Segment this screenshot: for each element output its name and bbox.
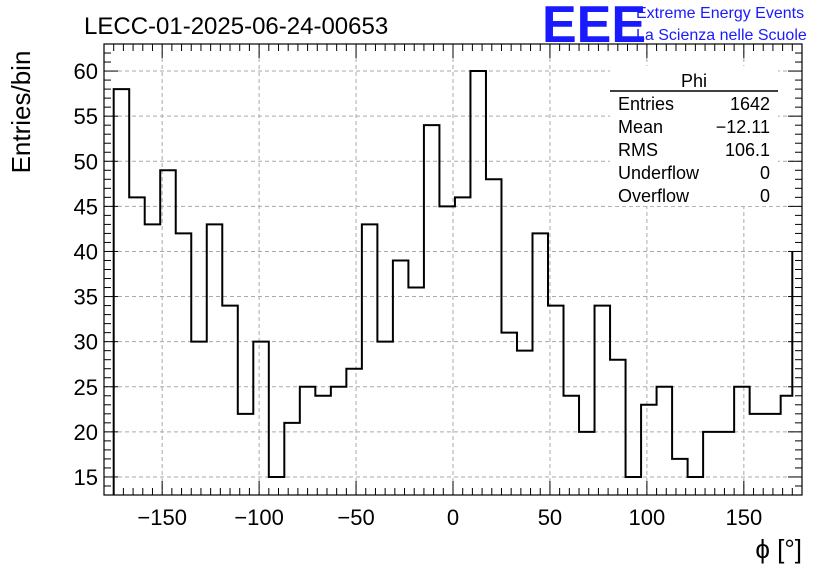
histogram-bin	[315, 396, 331, 495]
x-tick-label: 0	[447, 505, 459, 530]
stats-box: Phi Entries 1642 Mean −12.11 RMS 106.1 U…	[610, 66, 778, 206]
histogram-bin	[284, 423, 300, 495]
stats-box-background	[610, 66, 778, 206]
eee-logo-line2: La Scienza nelle Scuole	[636, 27, 807, 44]
stats-label-underflow: Underflow	[618, 163, 700, 183]
y-axis-title: Entries/bin	[6, 51, 36, 174]
x-tick-label: −150	[137, 505, 187, 530]
histogram-bin	[253, 342, 269, 495]
histogram-bin	[222, 306, 238, 495]
histogram-outline	[112, 70, 794, 495]
stats-value-underflow: 0	[760, 163, 770, 183]
histogram-bin	[145, 224, 161, 495]
stats-label-rms: RMS	[618, 140, 658, 160]
eee-logo-mark: EEE	[542, 0, 646, 54]
stats-value-rms: 106.1	[725, 140, 770, 160]
x-tick-label: 100	[629, 505, 666, 530]
y-tick-label: 50	[74, 149, 98, 174]
y-tick-label: 45	[74, 194, 98, 219]
histogram-bin	[114, 89, 130, 495]
y-tick-label: 35	[74, 285, 98, 310]
stats-label-mean: Mean	[618, 117, 663, 137]
stats-value-overflow: 0	[760, 186, 770, 206]
histogram-bin	[781, 396, 793, 495]
histogram-bin	[734, 387, 750, 495]
y-tick-label: 55	[74, 104, 98, 129]
histogram-bin	[439, 206, 455, 495]
histogram-bin	[548, 306, 564, 495]
x-axis-title: ϕ [°]	[755, 534, 802, 564]
tick-label-layer: −150 −100 −50 0 50 100 150 15 20 25 30 35 40 45 50 55 60	[74, 59, 763, 530]
histogram-bin	[703, 432, 719, 495]
histogram-bin	[176, 233, 192, 495]
histogram-bin	[129, 197, 145, 495]
chart-title: LECC-01-2025-06-24-00653	[84, 13, 388, 40]
histogram-bin	[393, 260, 409, 495]
y-tick-label: 30	[74, 330, 98, 355]
stats-label-overflow: Overflow	[618, 186, 690, 206]
eee-logo: EEE Extreme Energy Events La Scienza nel…	[542, 0, 807, 54]
histogram-bin	[470, 71, 486, 495]
tick-layer	[104, 44, 802, 495]
histogram-bin	[610, 360, 626, 495]
x-tick-label: 150	[725, 505, 762, 530]
stats-value-entries: 1642	[730, 94, 770, 114]
stats-value-mean: −12.11	[716, 117, 770, 137]
x-tick-label: 50	[538, 505, 562, 530]
histogram-bin	[207, 224, 223, 495]
histogram-bin	[377, 342, 393, 495]
histogram-bin	[362, 224, 378, 495]
histogram-bin	[160, 170, 176, 495]
histogram-bin	[641, 405, 657, 495]
y-tick-label: 20	[74, 420, 98, 445]
y-tick-label: 60	[74, 59, 98, 84]
y-tick-label: 15	[74, 465, 98, 490]
stats-box-title: Phi	[681, 71, 707, 91]
histogram-bin	[455, 197, 471, 495]
histogram-bin	[408, 288, 424, 495]
histogram-bin	[424, 125, 440, 495]
histogram-bin	[719, 432, 735, 495]
histogram-bin	[532, 233, 548, 495]
histogram-bin	[750, 414, 766, 495]
y-tick-label: 40	[74, 239, 98, 264]
histogram-layer	[112, 70, 794, 495]
histogram-bin	[486, 179, 502, 495]
histogram-bin	[331, 387, 347, 495]
histogram-bin	[517, 351, 533, 495]
histogram-bin	[765, 414, 781, 495]
histogram-bin	[579, 432, 595, 495]
y-tick-label: 25	[74, 375, 98, 400]
histogram-bin	[300, 387, 316, 495]
histogram-bin	[564, 396, 580, 495]
histogram-bin	[269, 477, 285, 495]
histogram-bin	[501, 333, 517, 495]
stats-label-entries: Entries	[618, 94, 674, 114]
histogram-bin	[595, 306, 611, 495]
x-tick-label: −50	[337, 505, 374, 530]
histogram-bin	[657, 387, 673, 495]
eee-logo-line1: Extreme Energy Events	[636, 5, 804, 22]
histogram-bin	[191, 342, 207, 495]
x-tick-label: −100	[234, 505, 284, 530]
histogram-bin	[238, 414, 254, 495]
histogram-bin	[346, 369, 362, 495]
